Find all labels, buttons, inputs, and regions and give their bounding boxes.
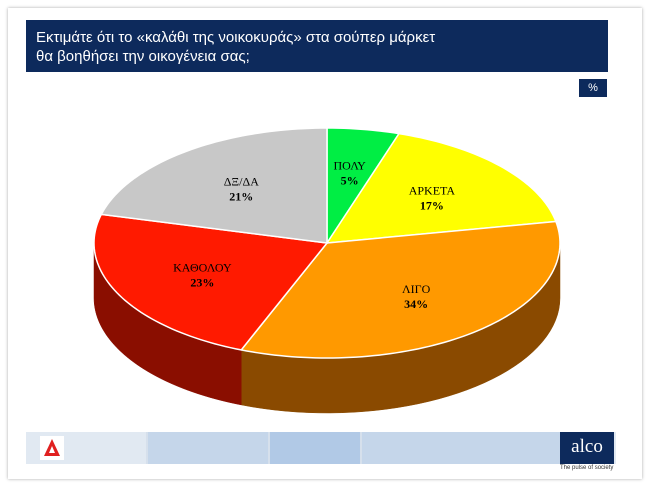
slice-category-label: ΚΑΘΟΛΟΥ [173,260,232,274]
title-line-1: Εκτιμάτε ότι το «καλάθι της νοικοκυράς» … [36,29,436,46]
slice-category-label: ΑΡΚΕΤΑ [409,183,456,197]
pie-slice-ΛΙΓΟ [239,220,561,359]
slice-value-label: 21% [229,190,253,204]
title-bar: Εκτιμάτε ότι το «καλάθι της νοικοκυράς» … [26,20,608,72]
slice-value-label: 5% [341,174,359,188]
alco-logo: alco [560,432,614,464]
slice-value-label: 17% [420,198,444,212]
pie-slice-ΚΑΘΟΛΟΥ [93,213,329,351]
footer-strip-segment [148,432,268,464]
slice-category-label: ΠΟΛΥ [333,159,366,173]
footer-strip [26,432,616,464]
slice-category-label: ΔΞ/ΔΑ [224,175,259,189]
slice-value-label: 34% [404,297,428,311]
poll-logo-icon [40,436,64,460]
pie-slice-ΠΟΛΥ [326,127,401,246]
pie-slice-ΑΡΚΕΤΑ [325,132,557,244]
footer-tagline: The pulse of society [560,465,614,471]
footer-strip-segment [270,432,360,464]
slice-value-label: 23% [190,275,214,289]
title-line-2: θα βοηθήσει την οικογένεια σας; [36,48,250,65]
unit-badge: % [579,79,607,97]
pie-slice-ΔΞ/ΔΑ [100,127,328,244]
footer-strip-segment [362,432,562,464]
pie-tops [93,127,561,359]
slice-category-label: ΛΙΓΟ [402,282,431,296]
